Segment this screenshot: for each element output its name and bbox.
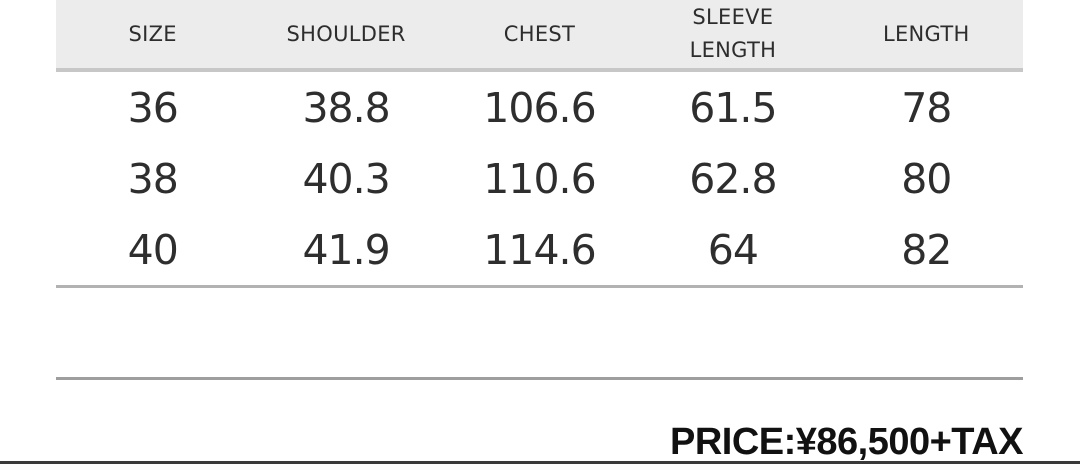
- separator-line: [56, 377, 1023, 380]
- cell-size: 36: [127, 83, 179, 132]
- cell-sleeve-length: 61.5: [689, 83, 777, 132]
- cell-shoulder: 38.8: [302, 83, 390, 132]
- cell-size: 40: [127, 225, 179, 274]
- table-row-size-38: 38 40.3 110.6 62.8 80: [56, 143, 1023, 214]
- column-header-size: SIZE: [128, 21, 177, 46]
- cell-sleeve-length: 64: [707, 225, 759, 274]
- cell-shoulder: 41.9: [302, 225, 390, 274]
- column-header-shoulder: SHOULDER: [286, 21, 406, 46]
- price-label: PRICE:¥86,500+TAX: [669, 421, 1024, 463]
- table-row-size-40: 40 41.9 114.6 64 82: [56, 214, 1023, 285]
- table-row-size-36: 36 38.8 106.6 61.5 78: [56, 72, 1023, 143]
- cell-size: 38: [127, 154, 179, 203]
- cell-length: 78: [901, 83, 952, 132]
- cell-chest: 110.6: [483, 154, 596, 203]
- size-chart-table: SIZE SHOULDER CHEST SLEEVE LENGTH LENGTH…: [56, 0, 1023, 288]
- column-header-sleeve-length: SLEEVE LENGTH: [689, 5, 777, 62]
- cell-chest: 106.6: [483, 83, 596, 132]
- cell-sleeve-length: 62.8: [689, 154, 777, 203]
- table-body: 36 38.8 106.6 61.5 78 38 40.3 110.6 62.8…: [56, 72, 1023, 288]
- cell-chest: 114.6: [483, 225, 596, 274]
- column-header-length: LENGTH: [882, 21, 970, 46]
- bottom-divider: [0, 461, 1080, 464]
- cell-length: 82: [901, 225, 952, 274]
- table-header-row: SIZE SHOULDER CHEST SLEEVE LENGTH LENGTH: [56, 0, 1023, 72]
- column-header-chest: CHEST: [503, 21, 576, 46]
- cell-length: 80: [901, 154, 952, 203]
- cell-shoulder: 40.3: [302, 154, 390, 203]
